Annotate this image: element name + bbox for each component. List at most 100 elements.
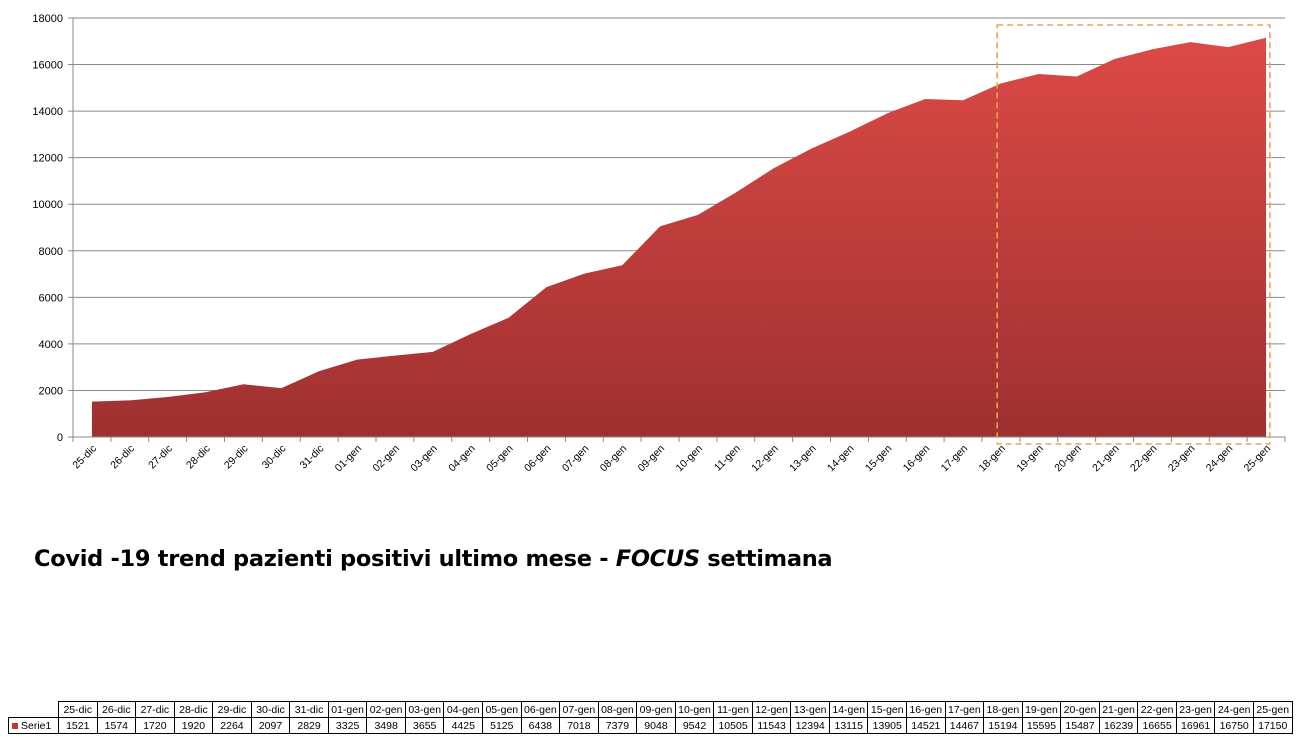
table-cell: 15595 [1021, 717, 1062, 734]
focus-week-highlight-box [996, 24, 1271, 445]
legend-key [12, 722, 18, 729]
data-point [1037, 72, 1040, 75]
area-serie1 [91, 37, 1267, 438]
table-cell: 7018 [559, 717, 599, 734]
table-column-header: 25-dic [58, 701, 98, 718]
data-point [469, 332, 472, 335]
axes [72, 18, 1286, 442]
table-cell: 16750 [1214, 717, 1254, 734]
data-point [772, 167, 775, 170]
data-point [886, 112, 889, 115]
x-tick-label: 18-gen [976, 443, 1008, 475]
table-cell: 1574 [96, 717, 137, 734]
table-column-header: 20-gen [1060, 701, 1100, 718]
area-chart: 0 2000 4000 6000 8000 10000 12000 14000 16000 180… [32, 13, 1286, 475]
data-point [204, 391, 207, 394]
focus-highlight [996, 24, 1271, 445]
y-tick-label: 12000 [32, 153, 63, 165]
table-column-header: 18-gen [983, 701, 1023, 718]
table-column-header: 24-gen [1214, 701, 1254, 718]
table-cell: 1720 [135, 717, 175, 734]
x-tick-label: 01-gen [333, 443, 365, 475]
table-column-header: 14-gen [828, 701, 869, 718]
x-tick-label: 11-gen [712, 443, 743, 474]
x-tick-label: 21-gen [1090, 443, 1122, 475]
data-point [696, 213, 699, 216]
data-point [621, 264, 624, 267]
table-cell: 13905 [867, 717, 908, 734]
y-tick-label: 0 [57, 432, 63, 444]
x-tick-label: 31-dic [298, 443, 327, 472]
table-column-header: 17-gen [944, 701, 985, 718]
table-cell: 6438 [520, 717, 561, 734]
x-tick-label: 24-gen [1204, 443, 1236, 475]
x-tick-label: 10-gen [673, 443, 705, 475]
x-tick-label: 19-gen [1014, 443, 1046, 475]
caption-text: Covid -19 trend pazienti positivi ultimo… [34, 546, 616, 572]
table-cell: 9542 [674, 717, 715, 734]
table-column-header: 26-dic [96, 701, 137, 718]
x-tick-label: 13-gen [787, 443, 819, 475]
table-cell: 16961 [1175, 717, 1216, 734]
x-tick-label: 05-gen [484, 443, 516, 475]
table-column-header: 27-dic [135, 701, 175, 718]
data-point [318, 370, 321, 373]
data-point [90, 400, 93, 403]
y-tick-label: 16000 [32, 60, 63, 72]
x-tick-label: 12-gen [749, 443, 781, 475]
table-column-header: 28-dic [173, 701, 214, 718]
table-cell: 11543 [751, 717, 792, 734]
y-tick-label: 8000 [39, 246, 63, 258]
table-column-header: 11-gen [713, 701, 753, 718]
x-tick-label: 26-dic [108, 443, 137, 472]
data-point [166, 395, 169, 398]
table-cell: 2264 [212, 717, 252, 734]
table-cell: 1920 [173, 717, 214, 734]
data-point [848, 130, 851, 133]
x-tick-label: 29-dic [222, 443, 251, 472]
table-column-header: 19-gen [1021, 701, 1062, 718]
table-cell: 2829 [289, 717, 329, 734]
table-column-header: 10-gen [674, 701, 715, 718]
x-tick-label: 27-dic [146, 443, 175, 472]
chart-caption: Covid -19 trend pazienti positivi ultimo… [34, 546, 833, 572]
table-column-header: 08-gen [597, 701, 638, 718]
table-cell: 14521 [906, 717, 946, 734]
x-tick-label: 30-dic [260, 443, 289, 472]
table-cell: 1521 [58, 717, 98, 734]
table-column-header: 12-gen [751, 701, 792, 718]
table-cell: 3498 [366, 717, 406, 734]
table-cell: 14467 [944, 717, 985, 734]
x-tick-label: 23-gen [1166, 443, 1198, 475]
data-point [924, 97, 927, 100]
data-point [1227, 46, 1230, 49]
table-column-header: 04-gen [443, 701, 484, 718]
data-point [583, 272, 586, 275]
x-tick-label: 14-gen [825, 443, 857, 475]
data-point [545, 286, 548, 289]
x-tick-label: 28-dic [184, 443, 213, 472]
x-tick-label: 17-gen [939, 443, 971, 475]
data-point [507, 316, 510, 319]
data-point [1151, 48, 1154, 51]
x-axis-tick-labels: 25-dic 26-dic 27-dic 28-dic 29-dic 30-dic 31-d… [70, 443, 1273, 475]
data-point [810, 147, 813, 150]
table-column-header: 31-dic [289, 701, 329, 718]
table-series-label: Serie1 [8, 717, 59, 734]
x-tick-label: 06-gen [522, 443, 554, 475]
table-cell: 16239 [1098, 717, 1139, 734]
table-cell: 12394 [790, 717, 830, 734]
data-point [1075, 75, 1078, 78]
y-tick-label: 4000 [39, 339, 63, 351]
table-cell: 2097 [250, 717, 291, 734]
table-column-header: 30-dic [250, 701, 291, 718]
y-tick-label: 2000 [39, 385, 63, 397]
table-cell: 4425 [443, 717, 484, 734]
data-point [280, 387, 283, 390]
data-table: 25-dic 26-dic 27-dic 28-dic 29-dic 30-dic 31-d… [8, 701, 1293, 734]
data-point [1265, 36, 1268, 39]
data-point [962, 99, 965, 102]
data-point [242, 383, 245, 386]
table-column-header: 07-gen [559, 701, 599, 718]
table-cell: 16655 [1137, 717, 1177, 734]
